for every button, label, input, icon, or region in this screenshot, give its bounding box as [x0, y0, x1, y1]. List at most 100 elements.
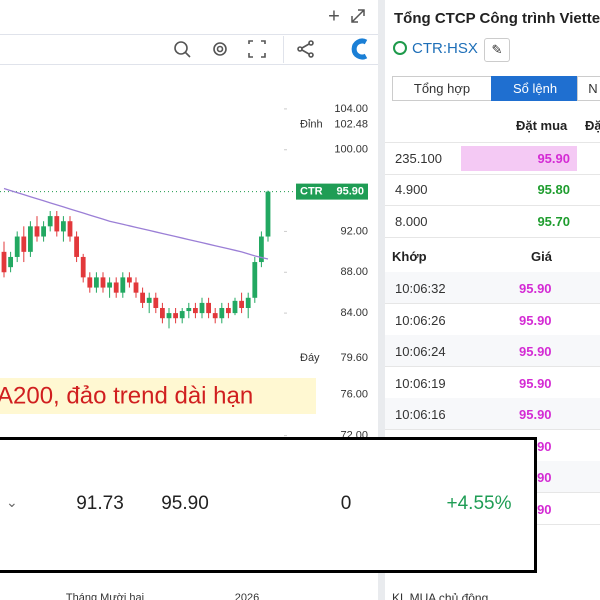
book-row: 4.900 95.80	[385, 174, 600, 206]
panel-divider	[378, 0, 385, 600]
price-tick-label: 104.00	[334, 103, 368, 115]
tab[interactable]: Tổng hợp	[392, 76, 492, 101]
candle-body	[54, 216, 60, 232]
price-tick-label: 88.00	[340, 266, 368, 278]
peak-name: Đỉnh	[300, 118, 323, 130]
book-volume: 8.000	[395, 214, 428, 229]
side-panel: Tổng CTCP Công trình Viette CTR:HSX ✎ KL…	[385, 0, 600, 600]
candle-body	[153, 297, 159, 308]
fullscreen-icon[interactable]	[248, 40, 266, 58]
tab[interactable]: N	[577, 76, 600, 101]
candle-body	[259, 236, 264, 263]
match-price: 95.90	[519, 281, 552, 296]
book-price: 95.70	[537, 214, 570, 229]
zoom-icon[interactable]	[174, 41, 188, 55]
x-axis-label: Tháng Mười hai	[66, 592, 144, 600]
candle-body	[21, 236, 27, 252]
match-price: 95.90	[519, 344, 552, 359]
logo[interactable]	[351, 38, 368, 60]
candle-body	[193, 307, 198, 314]
trough-name: Đáy	[300, 352, 320, 364]
match-row: 10:06:19 95.90	[385, 366, 600, 399]
candle-body	[146, 297, 152, 303]
ticker[interactable]: CTR:HSX	[412, 40, 478, 57]
x-axis-label: 2026	[235, 592, 259, 600]
footer-label: KL MUA chủ động	[392, 591, 489, 600]
match-time: 10:06:24	[395, 344, 446, 359]
status-icon	[393, 41, 407, 55]
candle-body	[80, 256, 86, 278]
share-icon[interactable]	[297, 46, 303, 52]
match-time: 10:06:19	[395, 375, 446, 391]
candle-body	[87, 277, 93, 288]
overlay-box: ⌄ 91.73 95.90 0 +4.55%	[0, 437, 537, 573]
overlay-cell: +4.55%	[446, 493, 512, 514]
candle-body	[252, 262, 258, 298]
candle-body	[239, 300, 244, 308]
share-icon-lines	[301, 43, 310, 55]
candle-body	[212, 313, 218, 319]
trough-label: 79.60	[340, 352, 368, 364]
candle-body	[232, 300, 238, 314]
expand-chevron[interactable]: ⌄	[6, 494, 18, 510]
match-row: 10:06:26 95.90	[385, 303, 600, 336]
book-price: 95.80	[537, 182, 570, 197]
peak-label: 102.48	[334, 118, 368, 130]
candle-body	[133, 282, 139, 293]
expand-icon[interactable]	[351, 9, 365, 23]
book-volume: 235.100	[395, 151, 442, 166]
overlay-cell: 91.73	[76, 493, 124, 514]
candle-body	[206, 302, 211, 314]
price-tick-label: 92.00	[340, 225, 368, 237]
price-tick-label: 76.00	[340, 389, 368, 401]
match-price: 95.90	[519, 407, 552, 422]
overlay-cell: 95.90	[161, 493, 209, 514]
last-price-label: 95.90	[336, 186, 364, 198]
annotation-bg	[0, 378, 316, 414]
candle-body	[120, 277, 126, 293]
add-button[interactable]: +	[328, 5, 340, 27]
candle-body	[219, 307, 225, 319]
settings-icon[interactable]	[213, 42, 227, 56]
candle-body	[127, 277, 132, 283]
share-icon-dot	[308, 40, 314, 46]
candle-body	[74, 236, 79, 257]
candle-body	[28, 226, 33, 252]
ma-line	[3, 187, 269, 260]
annotation: A200, đảo trend dài hạn	[0, 382, 253, 409]
match-row: 10:06:32 95.90	[385, 272, 600, 304]
candle-body	[67, 221, 73, 237]
book-header: Đặ	[585, 118, 600, 133]
volume-bar	[461, 146, 577, 171]
match-time: 10:06:16	[395, 407, 446, 422]
company-title: Tổng CTCP Công trình Viette	[394, 10, 600, 27]
candle-body	[61, 221, 66, 232]
match-header: Khớp	[392, 249, 427, 264]
last-price-tag	[296, 183, 368, 200]
match-price: 95.90	[519, 312, 552, 328]
edit-button[interactable]: ✎	[484, 38, 510, 62]
price-tick-label: 100.00	[334, 144, 368, 156]
candle-body	[100, 277, 106, 288]
book-header: Đặt mua	[516, 118, 568, 133]
match-row: 10:06:16 95.90	[385, 398, 600, 430]
candle-body	[47, 216, 53, 227]
candle-body	[34, 226, 40, 237]
candle-body	[8, 256, 13, 268]
match-row: 10:06:24 95.90	[385, 335, 600, 367]
candle-body	[173, 313, 178, 319]
candle-body	[14, 236, 20, 257]
candle-body	[41, 226, 46, 237]
match-header: Giá	[531, 249, 552, 264]
match-time: 10:06:32	[395, 281, 446, 296]
book-price: 95.90	[537, 151, 570, 166]
candle-body	[1, 251, 7, 273]
candle-body	[265, 191, 271, 237]
candle-body	[140, 292, 145, 303]
book-row: 235.100 95.90	[385, 142, 600, 175]
candle-body	[166, 313, 172, 319]
tab[interactable]: Sổ lệnh	[491, 76, 579, 101]
price-tick-label: 84.00	[340, 307, 368, 319]
candle-body	[94, 277, 99, 288]
